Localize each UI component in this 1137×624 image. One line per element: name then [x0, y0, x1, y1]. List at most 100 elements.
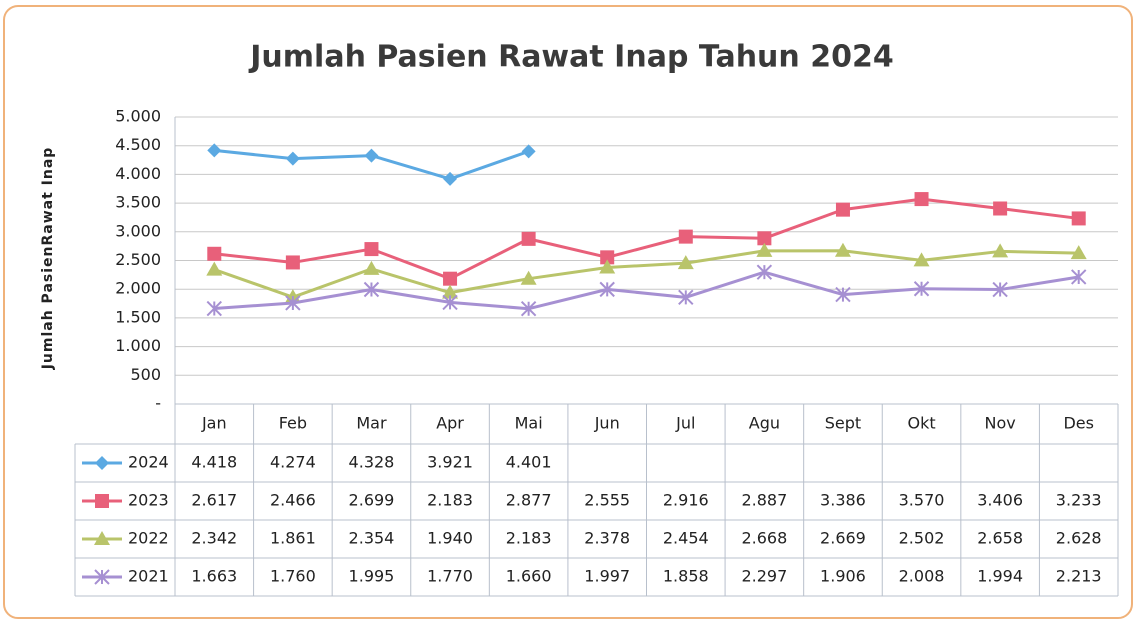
table-cell: 2.183 [506, 529, 552, 548]
chart-title: Jumlah Pasien Rawat Inap Tahun 2024 [248, 40, 893, 75]
table-cell: 4.274 [270, 453, 316, 472]
table-cell: 2.658 [977, 529, 1023, 548]
x-tick-label: Mar [356, 414, 387, 433]
table-cell: 2.466 [270, 491, 316, 510]
data-point [207, 246, 222, 261]
table-cell: 2.555 [584, 491, 630, 510]
data-point [599, 259, 616, 274]
data-point [677, 255, 694, 270]
x-tick-label: Apr [436, 414, 464, 433]
data-point [443, 171, 458, 186]
data-point [756, 242, 773, 257]
table-cell: 3.233 [1056, 491, 1102, 510]
data-point [521, 144, 536, 159]
table-cell: 1.861 [270, 529, 316, 548]
data-point [913, 281, 930, 297]
data-point [520, 270, 537, 285]
data-point [521, 231, 536, 246]
table-cell: 2.916 [663, 491, 709, 510]
table-cell: 2.617 [191, 491, 237, 510]
legend-marker [94, 569, 110, 585]
table-cell: 1.858 [663, 567, 709, 586]
data-point [364, 242, 379, 257]
legend-label: 2023 [128, 491, 169, 510]
data-point [993, 201, 1008, 216]
data-point [757, 231, 772, 246]
x-tick-label: Okt [907, 414, 935, 433]
legend-label: 2022 [128, 529, 169, 548]
table-cell: 2.668 [741, 529, 787, 548]
x-tick-label: Nov [985, 414, 1016, 433]
legend-marker [95, 494, 109, 508]
table-cell: 1.663 [191, 567, 237, 586]
data-point [599, 281, 615, 298]
data-point [678, 229, 693, 244]
table-cell: 3.921 [427, 453, 473, 472]
data-point [835, 286, 851, 303]
x-tick-label: Jun [594, 414, 620, 433]
y-tick-label: 2.500 [115, 250, 161, 269]
data-point [1071, 211, 1086, 226]
table-cell: 2.502 [899, 529, 945, 548]
table-cell: 1.940 [427, 529, 473, 548]
data-point [520, 301, 537, 317]
y-tick-label: 3.500 [115, 193, 161, 212]
table-cell: 1.995 [349, 567, 395, 586]
table-cell: 2.628 [1056, 529, 1102, 548]
x-tick-label: Jul [675, 414, 695, 433]
data-point [835, 202, 850, 217]
x-tick-label: Des [1063, 414, 1094, 433]
series-line [214, 270, 1079, 311]
data-point [363, 260, 380, 275]
data-point [364, 148, 379, 163]
y-tick-label: 1.500 [115, 307, 161, 326]
legend-label: 2021 [128, 567, 169, 586]
table-cell: 2.342 [191, 529, 237, 548]
table-cell: 2.877 [506, 491, 552, 510]
data-point [756, 264, 773, 280]
y-tick-label: 3.000 [115, 221, 161, 240]
y-tick-label: 5.000 [115, 107, 161, 126]
table-cell: 2.378 [584, 529, 630, 548]
data-point [442, 294, 458, 311]
x-tick-label: Agu [749, 414, 780, 433]
table-cell: 2.008 [899, 567, 945, 586]
y-tick-label: 500 [130, 365, 161, 384]
data-point [678, 289, 694, 306]
table-cell: 2.213 [1056, 567, 1102, 586]
data-point [913, 252, 930, 267]
x-tick-label: Sept [825, 414, 861, 433]
table-cell: 2.454 [663, 529, 709, 548]
y-tick-label: 1.000 [115, 336, 161, 355]
legend-marker [95, 456, 109, 470]
data-point [992, 281, 1008, 298]
y-tick-label: - [155, 394, 161, 413]
table-cell: 4.328 [349, 453, 395, 472]
data-point [285, 295, 301, 311]
table-cell: 3.386 [820, 491, 866, 510]
data-point [206, 261, 223, 276]
table-cell: 2.297 [741, 567, 787, 586]
data-point [914, 192, 929, 207]
table-cell: 1.994 [977, 567, 1023, 586]
table-cell: 1.906 [820, 567, 866, 586]
data-point [285, 255, 300, 270]
y-tick-label: 2.000 [115, 279, 161, 298]
data-point [363, 281, 380, 298]
table-cell: 1.660 [506, 567, 552, 586]
data-point [207, 143, 222, 158]
data-point [834, 242, 851, 257]
data-point [443, 271, 458, 286]
data-point [600, 250, 615, 265]
data-point [442, 284, 459, 299]
table-cell: 3.406 [977, 491, 1023, 510]
table-cell: 1.997 [584, 567, 630, 586]
data-point [1071, 269, 1087, 285]
x-tick-label: Feb [279, 414, 307, 433]
series-line [213, 249, 1079, 299]
legend-marker [94, 531, 110, 545]
x-tick-label: Jan [201, 414, 227, 433]
table-cell: 2.887 [741, 491, 787, 510]
table-cell: 2.699 [349, 491, 395, 510]
